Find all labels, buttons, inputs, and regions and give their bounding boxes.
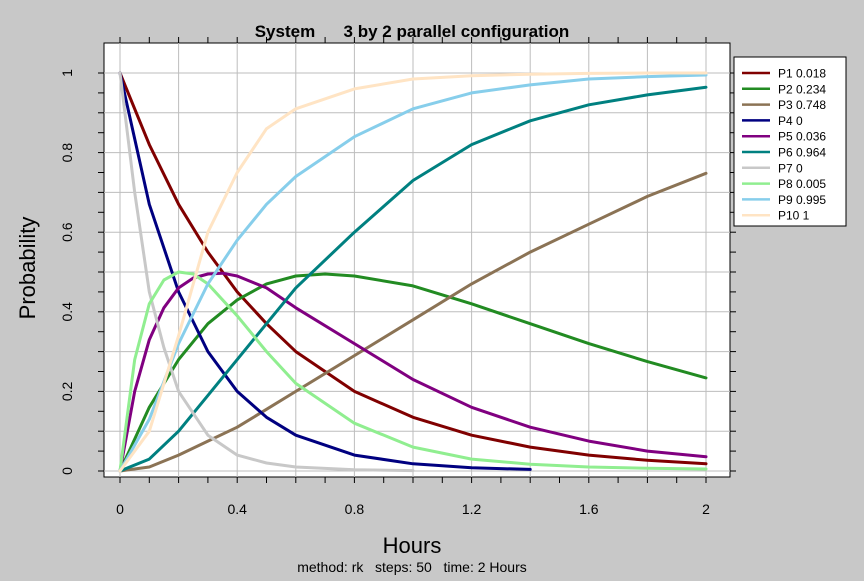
series-line-p2 bbox=[118, 272, 708, 473]
legend-box bbox=[733, 56, 847, 227]
series-line-p10 bbox=[118, 71, 708, 473]
y-tick-label: 0.4 bbox=[59, 302, 75, 322]
y-tick-label: 1 bbox=[59, 69, 75, 77]
legend-entry-label: P9 0.995 bbox=[778, 193, 826, 207]
chart-title: System 3 by 2 parallel configuration bbox=[255, 22, 570, 41]
x-tick-label: 1.6 bbox=[579, 501, 599, 517]
series-line-p1 bbox=[118, 71, 708, 466]
x-tick-label: 1.2 bbox=[462, 501, 482, 517]
series-line-p3 bbox=[118, 171, 708, 473]
y-tick-label: 0.6 bbox=[59, 222, 75, 242]
series-line-p4 bbox=[118, 71, 532, 471]
x-tick-label: 0 bbox=[116, 501, 124, 517]
legend-entry-label: P2 0.234 bbox=[778, 82, 826, 96]
legend-entry-label: P6 0.964 bbox=[778, 146, 826, 160]
legend-entry-label: P1 0.018 bbox=[778, 67, 826, 81]
series-line-p7 bbox=[118, 71, 415, 473]
x-tick-label: 0.4 bbox=[227, 501, 247, 517]
y-tick-label: 0 bbox=[59, 467, 75, 475]
legend-entry-label: P7 0 bbox=[778, 161, 803, 175]
legend-entry-label: P8 0.005 bbox=[778, 177, 826, 191]
series-line-p5 bbox=[118, 271, 708, 473]
x-axis-label: Hours bbox=[383, 533, 442, 558]
legend-entry-label: P3 0.748 bbox=[778, 98, 826, 112]
y-tick-label: 0.8 bbox=[59, 143, 75, 163]
legend-entry-label: P4 0 bbox=[778, 114, 803, 128]
x-tick-label: 2 bbox=[702, 501, 710, 517]
series-line-p6 bbox=[118, 85, 708, 473]
legend-entry-label: P10 1 bbox=[778, 209, 810, 223]
series-line-p9 bbox=[118, 73, 708, 473]
series-lines bbox=[118, 71, 708, 473]
series-line-p8 bbox=[118, 270, 708, 473]
legend-entry-label: P5 0.036 bbox=[778, 130, 826, 144]
x-tick-label: 0.8 bbox=[345, 501, 365, 517]
y-axis-label: Probability bbox=[15, 217, 40, 320]
chart-subtitle: method: rk steps: 50 time: 2 Hours bbox=[297, 559, 527, 575]
plot-area bbox=[103, 42, 731, 478]
y-tick-label: 0.2 bbox=[59, 381, 75, 401]
axis-tick-labels: 0 0.4 0.8 1.2 1.6 2 0 0.2 0.4 0.6 0.8 1 bbox=[59, 69, 710, 517]
